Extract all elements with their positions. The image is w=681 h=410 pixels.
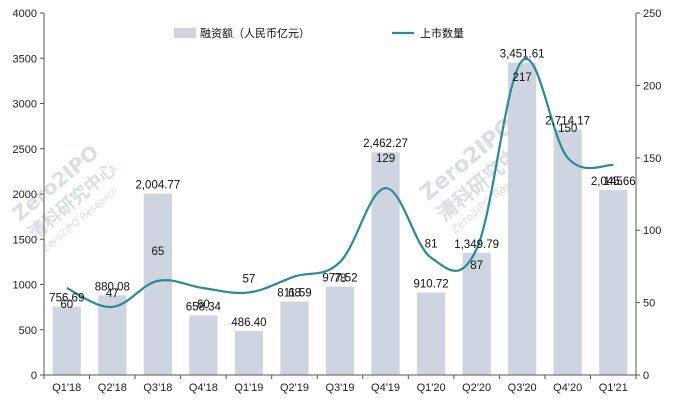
bar-value-label: 811.59 — [277, 288, 311, 300]
bar — [280, 301, 309, 375]
bar-value-label: 910.72 — [413, 279, 448, 291]
line-value-label: 87 — [470, 260, 483, 272]
x-tick-label: Q2'18 — [98, 382, 127, 394]
bar — [52, 306, 81, 375]
x-tick-label: Q2'19 — [280, 382, 309, 394]
line-value-label: 145 — [604, 176, 623, 188]
x-tick-label: Q3'18 — [143, 382, 172, 394]
bar-value-label: 2,462.27 — [363, 138, 408, 150]
legend-line-label: 上市数量 — [420, 26, 464, 40]
line-value-label: 217 — [513, 72, 532, 84]
y-tick-label-left: 3500 — [13, 53, 37, 65]
y-tick-label-right: 150 — [643, 153, 661, 165]
x-tick-label: Q3'19 — [325, 382, 354, 394]
line-value-label: 65 — [151, 246, 164, 258]
line-value-label: 47 — [106, 288, 119, 300]
x-tick-label: Q4'19 — [371, 382, 400, 394]
y-tick-label-left: 1000 — [13, 280, 37, 292]
y-tick-label-left: 2000 — [13, 189, 37, 201]
y-tick-label-left: 500 — [19, 325, 37, 337]
x-tick-label: Q1'18 — [52, 382, 81, 394]
bar — [234, 330, 264, 375]
line-value-label: 60 — [60, 299, 73, 311]
data-labels: 756.69 880.08 2,004.77 658.34 486.40 811.59 97… — [49, 49, 635, 329]
x-tick-label: Q3'20 — [508, 382, 537, 394]
y-tick-label-left: 0 — [31, 370, 37, 382]
legend-bar-label: 融资额（人民币亿元） — [200, 27, 310, 40]
y-tick-label-left: 3000 — [13, 99, 37, 111]
line-series — [66, 57, 614, 309]
legend: 融资额（人民币亿元） 上市数量 — [174, 26, 464, 40]
axes: 0 500 1000 1500 2000 2500 3000 3500 4000 0 50 100 15… — [13, 8, 662, 394]
bar-value-label: 2,045.66 — [591, 176, 636, 188]
line-value-label: 78 — [334, 273, 347, 285]
bar-value-label: 3,451.61 — [500, 49, 545, 61]
x-tick-label: Q4'20 — [553, 382, 582, 394]
bar-value-label: 1,349.79 — [454, 239, 499, 251]
bar-value-label: 486.40 — [231, 317, 266, 329]
legend-bar-swatch — [174, 28, 196, 38]
bar — [508, 62, 537, 375]
x-tick-label: Q2'20 — [462, 382, 491, 394]
bar — [553, 129, 582, 375]
y-tick-label-left: 1500 — [13, 234, 37, 246]
bar — [462, 252, 491, 375]
bar-value-label: 880.08 — [95, 281, 130, 293]
bar-value-label: 658.34 — [186, 301, 222, 313]
line-value-label: 81 — [425, 239, 438, 251]
bar-series — [52, 62, 628, 375]
x-tick-label: Q1'20 — [417, 382, 446, 394]
y-tick-label-right: 50 — [643, 298, 655, 310]
x-tick-label: Q1'21 — [599, 382, 628, 394]
y-tick-label-right: 100 — [643, 225, 661, 237]
y-tick-label-left: 4000 — [13, 8, 37, 20]
line-value-label: 129 — [376, 153, 395, 165]
bar-value-label: 977.52 — [322, 273, 357, 285]
line-value-label: 68 — [288, 288, 301, 300]
bar — [599, 189, 628, 375]
bar-value-label: 2,004.77 — [135, 180, 180, 192]
line-value-label: 57 — [243, 273, 256, 285]
bar — [416, 292, 446, 375]
bar — [371, 152, 400, 375]
line-value-label: 150 — [558, 123, 577, 135]
y-tick-label-left: 2500 — [13, 144, 37, 156]
bar — [325, 286, 355, 375]
x-tick-label: Q4'18 — [189, 382, 218, 394]
bar-value-label: 2,714.17 — [545, 115, 590, 127]
y-tick-label-right: 0 — [643, 370, 649, 382]
bar — [189, 315, 218, 375]
bar-value-label: 756.69 — [49, 293, 84, 305]
y-tick-label-right: 250 — [643, 8, 661, 20]
bar — [98, 295, 127, 375]
y-tick-label-right: 200 — [643, 80, 661, 92]
x-tick-label: Q1'19 — [234, 382, 263, 394]
line-value-label: 60 — [197, 299, 210, 311]
